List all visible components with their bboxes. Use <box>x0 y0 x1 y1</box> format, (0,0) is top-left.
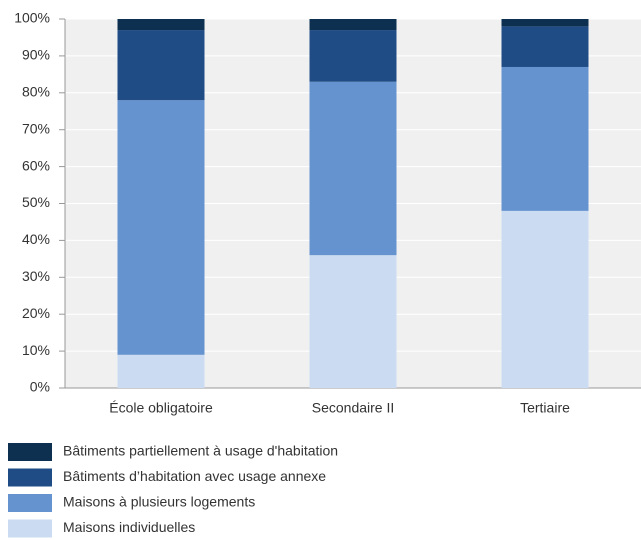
y-tick-label: 50% <box>22 194 50 210</box>
legend-swatch <box>8 468 52 487</box>
legend-swatch <box>8 519 52 538</box>
bar-segment <box>309 19 397 31</box>
y-tick-label: 20% <box>22 305 50 321</box>
bar-segment <box>117 354 205 388</box>
bar-segment <box>117 100 205 355</box>
bar-segment <box>501 19 589 27</box>
y-tick-label: 70% <box>22 120 50 136</box>
legend-label: Bâtiments d’habitation avec usage annexe <box>63 468 326 484</box>
bar-segment <box>309 30 397 82</box>
x-tick-label: Secondaire II <box>312 400 395 416</box>
bar-segment <box>501 66 589 211</box>
bar-segment <box>501 26 589 67</box>
y-tick-label: 40% <box>22 231 50 247</box>
bar-segment <box>501 210 589 388</box>
y-tick-label: 100% <box>14 10 50 26</box>
x-tick-label: Tertiaire <box>520 400 570 416</box>
y-tick-label: 60% <box>22 157 50 173</box>
y-tick-label: 10% <box>22 342 50 358</box>
y-tick-label: 0% <box>30 379 50 395</box>
x-tick-label: École obligatoire <box>109 400 213 416</box>
bar-segment <box>117 30 205 101</box>
legend-label: Bâtiments partiellement à usage d'habita… <box>63 443 338 459</box>
legend-swatch <box>8 443 52 461</box>
bar-segment <box>117 19 205 31</box>
y-tick-label: 30% <box>22 268 50 284</box>
bar-segment <box>309 81 397 256</box>
bar-segment <box>309 255 397 388</box>
legend-swatch <box>8 494 52 512</box>
legend-label: Maisons à plusieurs logements <box>63 494 255 510</box>
y-tick-label: 80% <box>22 84 50 100</box>
legend-label: Maisons individuelles <box>63 519 195 535</box>
y-tick-label: 90% <box>22 47 50 63</box>
